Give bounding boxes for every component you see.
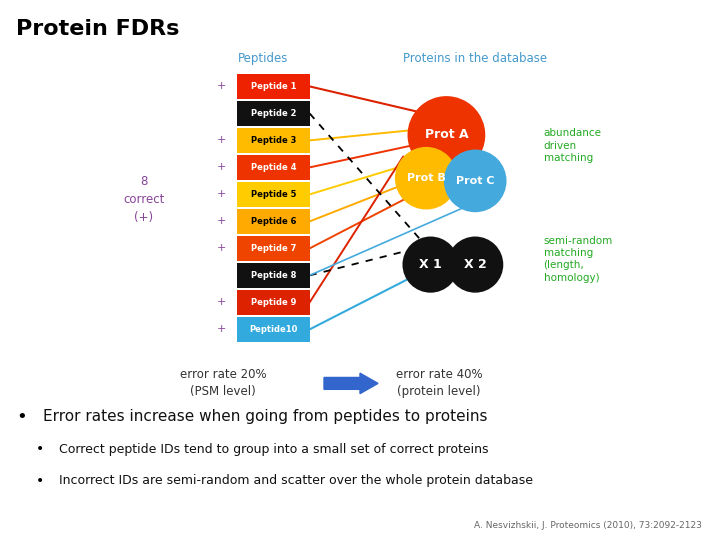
Text: Peptide 9: Peptide 9 [251,298,297,307]
Text: Proteins in the database: Proteins in the database [403,52,547,65]
Text: Peptide 6: Peptide 6 [251,217,297,226]
FancyBboxPatch shape [237,182,310,207]
FancyBboxPatch shape [237,236,310,261]
Ellipse shape [402,237,459,293]
FancyArrow shape [324,373,378,394]
Text: X 1: X 1 [419,258,442,271]
Text: Peptide 8: Peptide 8 [251,271,297,280]
Text: •: • [36,474,44,488]
FancyBboxPatch shape [237,101,310,126]
Text: Peptide 5: Peptide 5 [251,190,297,199]
Text: +: + [217,190,227,199]
Text: Error rates increase when going from peptides to proteins: Error rates increase when going from pep… [43,409,487,424]
Text: abundance
driven
matching: abundance driven matching [544,129,602,163]
Text: +: + [217,298,227,307]
Text: +: + [217,325,227,334]
Text: Peptide 1: Peptide 1 [251,82,297,91]
Ellipse shape [395,147,458,210]
Text: Peptide 7: Peptide 7 [251,244,297,253]
Text: A. Nesvizhskii, J. Proteomics (2010), 73:2092-2123: A. Nesvizhskii, J. Proteomics (2010), 73… [474,521,702,530]
Text: X 2: X 2 [464,258,487,271]
Text: semi-random
matching
(length,
homology): semi-random matching (length, homology) [544,235,613,283]
Text: error rate 20%
(PSM level): error rate 20% (PSM level) [180,368,266,399]
Text: +: + [217,244,227,253]
FancyBboxPatch shape [237,209,310,234]
Text: Peptide 4: Peptide 4 [251,163,297,172]
Text: Correct peptide IDs tend to group into a small set of correct proteins: Correct peptide IDs tend to group into a… [59,443,489,456]
Ellipse shape [444,150,507,212]
Text: 8
correct
(+): 8 correct (+) [123,176,165,224]
Text: Prot A: Prot A [425,129,468,141]
FancyBboxPatch shape [237,128,310,153]
Ellipse shape [408,96,485,174]
Text: +: + [217,82,227,91]
Text: Incorrect IDs are semi-random and scatter over the whole protein database: Incorrect IDs are semi-random and scatte… [59,474,533,487]
Text: Peptide10: Peptide10 [249,325,298,334]
FancyBboxPatch shape [237,74,310,99]
Text: +: + [217,163,227,172]
Text: Prot B: Prot B [407,173,446,183]
FancyBboxPatch shape [237,155,310,180]
FancyBboxPatch shape [237,290,310,315]
Ellipse shape [447,237,503,293]
Text: +: + [217,217,227,226]
FancyBboxPatch shape [237,263,310,288]
Text: +: + [217,136,227,145]
Text: •: • [36,442,44,456]
Text: •: • [16,408,27,426]
Text: Peptides: Peptides [238,52,288,65]
Text: Protein FDRs: Protein FDRs [16,19,179,39]
Text: Peptide 3: Peptide 3 [251,136,297,145]
Text: Prot C: Prot C [456,176,495,186]
Text: Peptide 2: Peptide 2 [251,109,297,118]
FancyBboxPatch shape [237,317,310,342]
Text: error rate 40%
(protein level): error rate 40% (protein level) [396,368,482,399]
